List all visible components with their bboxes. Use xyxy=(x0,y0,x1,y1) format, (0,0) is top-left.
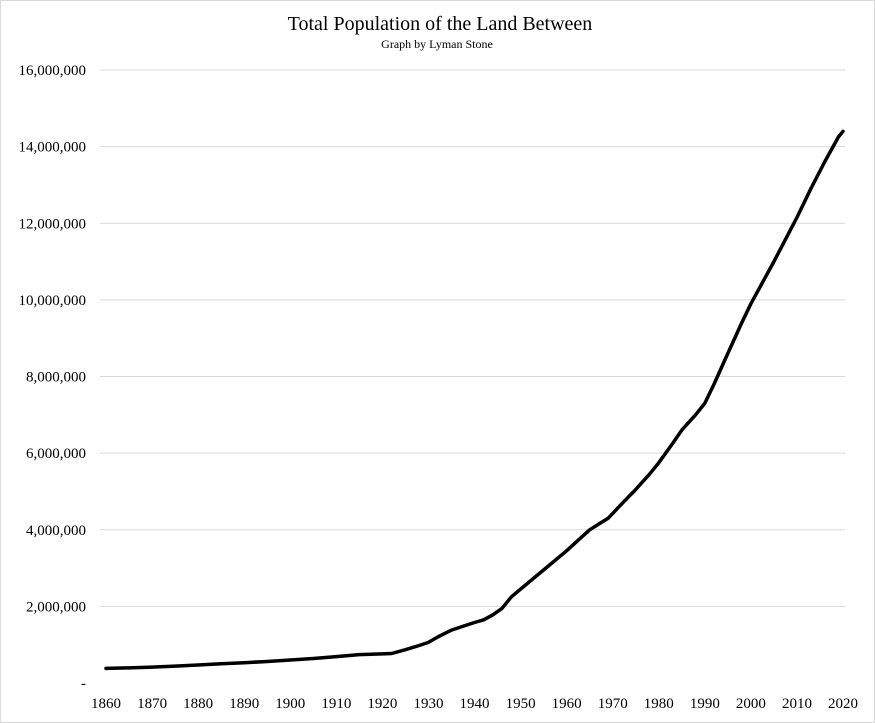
x-tick-label: 1950 xyxy=(506,696,536,712)
x-axis: 1860 1870 1880 1890 1900 1910 1920 1930 1940 1950… xyxy=(91,696,858,712)
x-tick-label: 1960 xyxy=(552,696,582,712)
x-tick-label: 2020 xyxy=(828,696,858,712)
chart-subtitle: Graph by Lyman Stone xyxy=(381,37,493,51)
x-tick-label: 1890 xyxy=(229,696,259,712)
y-tick-label: 4,000,000 xyxy=(26,523,86,539)
x-tick-label: 1910 xyxy=(321,696,351,712)
x-tick-label: 2010 xyxy=(782,696,812,712)
y-tick-label: 12,000,000 xyxy=(19,216,87,232)
y-tick-label: - xyxy=(81,676,86,692)
y-tick-label: 10,000,000 xyxy=(19,293,87,309)
x-tick-label: 1860 xyxy=(91,696,121,712)
x-tick-label: 1980 xyxy=(644,696,674,712)
x-tick-label: 1940 xyxy=(460,696,490,712)
y-tick-label: 16,000,000 xyxy=(19,63,87,79)
x-tick-label: 1990 xyxy=(690,696,720,712)
x-tick-label: 1930 xyxy=(413,696,443,712)
x-tick-label: 1970 xyxy=(598,696,628,712)
y-tick-label: 6,000,000 xyxy=(26,446,86,462)
plot-area xyxy=(104,129,845,671)
x-tick-label: 1880 xyxy=(183,696,213,712)
x-tick-label: 1870 xyxy=(137,696,167,712)
y-tick-label: 14,000,000 xyxy=(19,140,87,156)
x-tick-label: 1900 xyxy=(275,696,305,712)
x-tick-label: 2000 xyxy=(736,696,766,712)
y-axis: - 2,000,000 4,000,000 6,000,000 8,000,000 10,… xyxy=(19,63,87,692)
y-tick-label: 8,000,000 xyxy=(26,370,86,386)
gridlines xyxy=(100,69,845,607)
y-tick-label: 2,000,000 xyxy=(26,599,86,615)
x-tick-label: 1920 xyxy=(367,696,397,712)
chart-title: Total Population of the Land Between xyxy=(288,13,593,35)
series-line-total-population xyxy=(104,129,845,671)
